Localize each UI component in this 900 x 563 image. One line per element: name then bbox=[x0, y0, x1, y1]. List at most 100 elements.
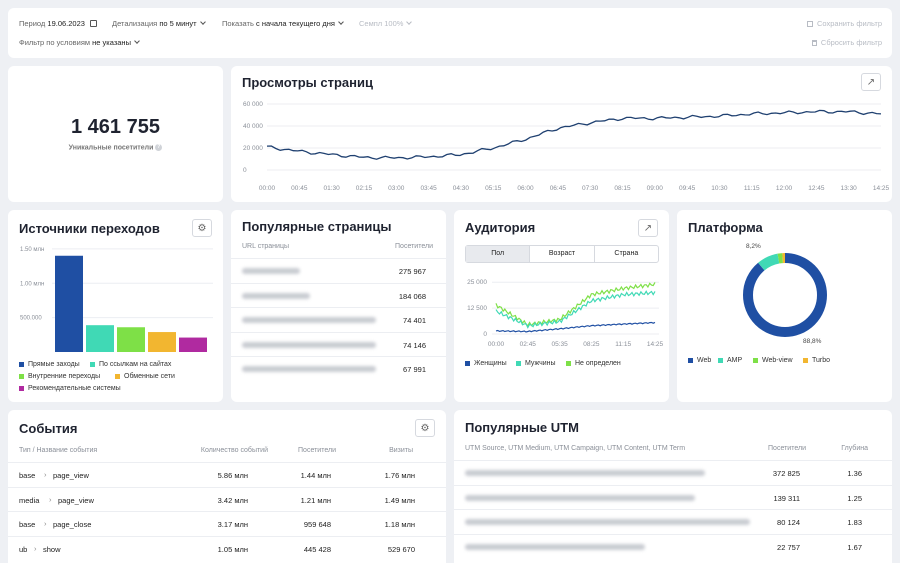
x-tick-label: 09:00 bbox=[647, 185, 664, 192]
x-tick-label: 04:30 bbox=[453, 185, 470, 192]
legend-swatch bbox=[566, 360, 571, 366]
donut-slice[interactable] bbox=[743, 253, 827, 337]
col-visitors-header: Посетители bbox=[768, 445, 806, 452]
table-row[interactable]: base page_view 5.86 млн 1.44 млн 1.76 млн › bbox=[8, 462, 446, 487]
show-filter[interactable]: Показать с начала текущего дня bbox=[222, 19, 344, 28]
utm-source[interactable] bbox=[465, 494, 695, 501]
event-type: ub bbox=[19, 544, 28, 554]
table-row[interactable]: media page_view 3.42 млн 1.21 млн 1.49 млн › bbox=[8, 486, 446, 512]
sources-title: Источники переходов bbox=[19, 221, 160, 236]
table-row[interactable]: 22 757 1.67 bbox=[454, 533, 892, 559]
bar[interactable] bbox=[148, 332, 176, 352]
audience-card: Аудитория ↗ Пол Возраст Страна 25 000 12 … bbox=[454, 210, 669, 402]
table-row[interactable]: 80 124 1.83 bbox=[454, 509, 892, 534]
bar[interactable] bbox=[179, 337, 207, 352]
gear-icon: ⚙ bbox=[420, 422, 430, 434]
page-visitors: 74 401 bbox=[403, 316, 426, 326]
period-filter[interactable]: Период 19.06.2023 bbox=[19, 19, 98, 28]
save-filter-button[interactable]: Сохранить фильтр bbox=[806, 19, 882, 28]
table-row[interactable]: 275 967 bbox=[231, 258, 446, 283]
table-row[interactable]: base page_close 3.17 млн 959 648 1.18 млн › bbox=[8, 511, 446, 536]
table-row[interactable]: 74 401 bbox=[231, 307, 446, 332]
chart-line-icon: ↗ bbox=[866, 76, 876, 88]
page-url[interactable] bbox=[242, 268, 300, 274]
utm-source[interactable] bbox=[465, 470, 705, 476]
sample-filter[interactable]: Семпл 100% bbox=[359, 19, 413, 28]
event-visits: 1.76 млн bbox=[384, 471, 415, 480]
utm-depth: 1.67 bbox=[847, 542, 862, 552]
audience-tabs: Пол Возраст Страна bbox=[465, 245, 659, 263]
table-row[interactable]: 372 825 1.36 bbox=[454, 460, 892, 485]
col-url-header: URL страницы bbox=[242, 243, 289, 250]
condition-filter[interactable]: Фильтр по условиям не указаны bbox=[19, 38, 140, 47]
table-row[interactable]: 184 068 bbox=[231, 282, 446, 308]
tab-age[interactable]: Возраст bbox=[530, 246, 595, 262]
x-tick-label: 00:45 bbox=[291, 185, 308, 192]
event-visitors: 445 428 bbox=[303, 544, 331, 554]
page-url[interactable] bbox=[242, 366, 376, 373]
table-row[interactable]: 74 146 bbox=[231, 331, 446, 357]
settings-button[interactable]: ⚙ bbox=[415, 419, 435, 437]
page-url[interactable] bbox=[242, 341, 376, 348]
event-visitors: 1.21 млн bbox=[300, 495, 331, 505]
legend-swatch bbox=[90, 361, 95, 367]
utm-source[interactable] bbox=[465, 519, 750, 525]
pageviews-card: Просмотры страниц ↗ 60 000 40 000 20 000 0 0… bbox=[231, 66, 892, 202]
donut-slice[interactable] bbox=[743, 253, 827, 337]
visitors-label: Уникальные посетители bbox=[68, 144, 154, 152]
chart-type-button[interactable]: ↗ bbox=[638, 219, 658, 237]
legend-swatch bbox=[803, 357, 808, 363]
audience-title: Аудитория bbox=[465, 220, 536, 235]
utm-list: 372 825 1.36 139 311 1.25 80 124 1.83 22 757 1.… bbox=[454, 460, 892, 558]
legend-exchange: Обменные сети bbox=[115, 373, 175, 380]
settings-button[interactable]: ⚙ bbox=[192, 219, 212, 237]
table-row[interactable]: 139 311 1.25 bbox=[454, 484, 892, 510]
y-tick-label: 0 bbox=[243, 167, 247, 174]
page-visitors: 184 068 bbox=[398, 291, 426, 301]
page-url[interactable] bbox=[242, 292, 310, 299]
table-row[interactable]: 67 991 bbox=[231, 356, 446, 381]
sources-card: Источники переходов ⚙ 1.50 млн 1.00 млн 50… bbox=[8, 210, 223, 402]
platform-donut bbox=[743, 253, 827, 337]
utm-card: Популярные UTM UTM Source, UTM Medium, U… bbox=[454, 410, 892, 563]
chevron-right-icon: › bbox=[44, 519, 47, 528]
y-tick-label: 1.00 млн bbox=[20, 281, 44, 287]
tab-country[interactable]: Страна bbox=[614, 250, 639, 257]
save-icon bbox=[806, 21, 813, 27]
x-tick-label: 08:25 bbox=[583, 341, 600, 348]
events-title: События bbox=[19, 421, 78, 436]
help-icon[interactable]: ? bbox=[155, 144, 163, 151]
y-tick-label: 0 bbox=[483, 331, 487, 338]
bar[interactable] bbox=[86, 325, 114, 352]
page-url[interactable] bbox=[242, 317, 376, 324]
legend-women: Женщины bbox=[465, 360, 507, 367]
event-type: base bbox=[19, 471, 36, 480]
y-tick-label: 20 000 bbox=[243, 145, 263, 152]
x-tick-label: 12:00 bbox=[776, 185, 793, 192]
event-visits: 1.18 млн bbox=[384, 520, 415, 529]
event-count: 3.42 млн bbox=[217, 495, 248, 505]
x-tick-label: 00:00 bbox=[259, 185, 276, 192]
trash-icon bbox=[811, 40, 817, 46]
x-tick-label: 11:15 bbox=[744, 185, 760, 192]
visitors-card: 1 461 755 Уникальные посетители ? bbox=[8, 66, 223, 202]
tab-gender[interactable]: Пол bbox=[466, 246, 531, 262]
page-visitors: 67 991 bbox=[403, 365, 426, 375]
legend-web: Web bbox=[688, 357, 711, 364]
event-visits: 1.49 млн bbox=[384, 495, 415, 505]
period-value: 19.06.2023 bbox=[47, 19, 85, 28]
calendar-icon bbox=[90, 20, 98, 27]
legend-amp: AMP bbox=[718, 357, 742, 364]
popular-pages-card: Популярные страницы URL страницы Посетит… bbox=[231, 210, 446, 402]
detail-filter[interactable]: Детализация по 5 минут bbox=[112, 19, 206, 28]
event-visitors: 959 648 bbox=[303, 520, 331, 529]
x-tick-label: 05:15 bbox=[485, 185, 502, 192]
bar[interactable] bbox=[117, 327, 145, 352]
bar[interactable] bbox=[55, 255, 83, 352]
audience-chart: 25 000 12 500 000:00 02:45 05:35 08:25 11:15 14… bbox=[467, 279, 663, 348]
chart-type-button[interactable]: ↗ bbox=[861, 73, 881, 91]
table-row[interactable]: ub show 1.05 млн 445 428 529 670 › bbox=[8, 535, 446, 561]
x-tick-label: 00:00 bbox=[488, 341, 505, 348]
utm-source[interactable] bbox=[465, 543, 645, 550]
reset-filter-button[interactable]: Сбросить фильтр bbox=[811, 38, 882, 47]
